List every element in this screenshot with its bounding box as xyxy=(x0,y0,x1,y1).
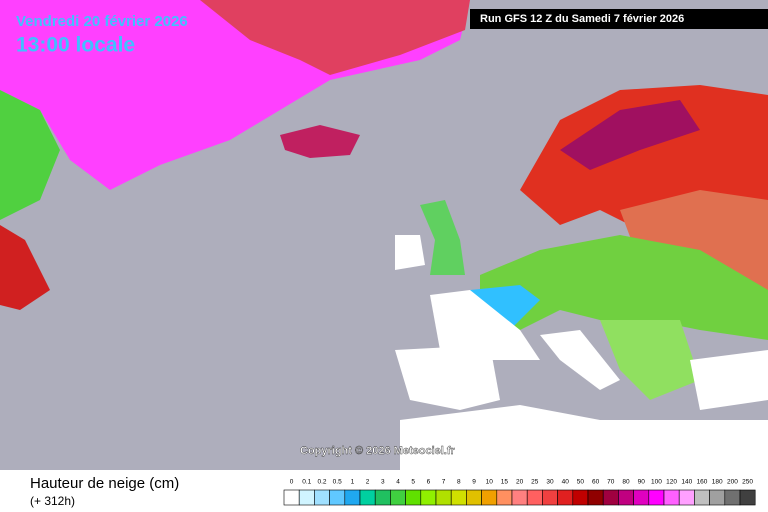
legend-swatch xyxy=(420,489,437,506)
legend-label: 0.5 xyxy=(333,479,342,486)
legend-swatch xyxy=(602,489,619,506)
legend-label: 15 xyxy=(501,479,509,486)
legend-swatch xyxy=(298,489,315,506)
legend-label: 90 xyxy=(638,479,646,486)
legend-swatch xyxy=(405,489,422,506)
iceland xyxy=(280,125,360,158)
legend-swatch xyxy=(374,489,391,506)
legend-swatch xyxy=(678,489,695,506)
ireland xyxy=(395,235,425,270)
legend-label: 0 xyxy=(290,479,294,486)
legend-label: 30 xyxy=(546,479,554,486)
legend-label: 70 xyxy=(607,479,615,486)
run-info: Run GFS 12 Z du Samedi 7 février 2026 xyxy=(480,13,684,25)
legend-swatch xyxy=(390,489,406,506)
legend-label: 160 xyxy=(697,479,708,486)
balkans xyxy=(600,320,700,400)
legend-label: 180 xyxy=(712,479,723,486)
legend-swatch xyxy=(724,489,741,506)
legend-label: 4 xyxy=(396,479,400,486)
legend-swatch xyxy=(633,489,650,506)
legend-swatch xyxy=(435,489,452,506)
greenland-east xyxy=(200,0,470,75)
legend-label: 5 xyxy=(411,479,415,486)
italy xyxy=(540,330,620,390)
legend-swatch xyxy=(557,489,574,506)
north-africa xyxy=(400,405,768,470)
legend-label: 120 xyxy=(666,479,677,486)
legend-swatch xyxy=(329,489,346,506)
great-britain xyxy=(420,200,465,275)
legend-swatch xyxy=(344,489,361,506)
legend-label: 100 xyxy=(651,479,662,486)
legend-label: 60 xyxy=(592,479,600,486)
legend-swatch xyxy=(450,489,467,506)
legend-swatch xyxy=(663,489,680,506)
scandinavia-mountains xyxy=(560,100,700,170)
date: Vendredi 20 février 2026 xyxy=(16,13,188,30)
legend-swatch xyxy=(466,489,482,506)
legend-label: 250 xyxy=(742,479,753,486)
legend-label: 7 xyxy=(442,479,446,486)
run-banner xyxy=(470,9,768,29)
legend-label: 1 xyxy=(351,479,355,486)
legend-swatch xyxy=(283,489,300,506)
central-europe xyxy=(480,235,768,340)
legend-label: 9 xyxy=(472,479,476,486)
legend-swatch xyxy=(314,489,330,506)
legend-swatch xyxy=(587,489,604,506)
arctic-canada xyxy=(0,90,60,220)
legend-swatch xyxy=(542,489,558,506)
legend-label: 3 xyxy=(381,479,385,486)
legend-label: 140 xyxy=(681,479,692,486)
legend-label: 10 xyxy=(486,479,494,486)
labrador xyxy=(0,225,50,310)
legend-swatch xyxy=(648,489,665,506)
copyright: Copyright © 2026 Meteociel.fr xyxy=(300,445,456,457)
footer-title: Hauteur de neige (cm) xyxy=(30,475,179,492)
legend-label: 2 xyxy=(366,479,370,486)
legend-label: 80 xyxy=(622,479,630,486)
legend-swatch xyxy=(572,489,589,506)
time: 13:00 locale xyxy=(16,34,135,57)
legend-swatch xyxy=(618,489,634,506)
legend-swatch xyxy=(359,489,376,506)
legend-label: 200 xyxy=(727,479,738,486)
legend-label: 0.1 xyxy=(302,479,311,486)
legend-swatch xyxy=(709,489,726,506)
legend-label: 50 xyxy=(577,479,585,486)
legend-swatch xyxy=(511,489,528,506)
turkey xyxy=(690,350,768,410)
legend-label: 20 xyxy=(516,479,524,486)
legend-swatch xyxy=(496,489,513,506)
legend-swatch xyxy=(481,489,498,506)
legend-label: 6 xyxy=(427,479,431,486)
legend-label: 25 xyxy=(531,479,539,486)
legend-label: 40 xyxy=(562,479,570,486)
lead-time: (+ 312h) xyxy=(30,494,75,508)
iberia xyxy=(395,345,500,410)
legend-label: 0.2 xyxy=(317,479,326,486)
legend-swatch xyxy=(526,489,543,506)
legend-swatch xyxy=(739,489,756,506)
legend-label: 8 xyxy=(457,479,461,486)
france xyxy=(430,290,540,360)
legend-swatch xyxy=(694,489,710,506)
